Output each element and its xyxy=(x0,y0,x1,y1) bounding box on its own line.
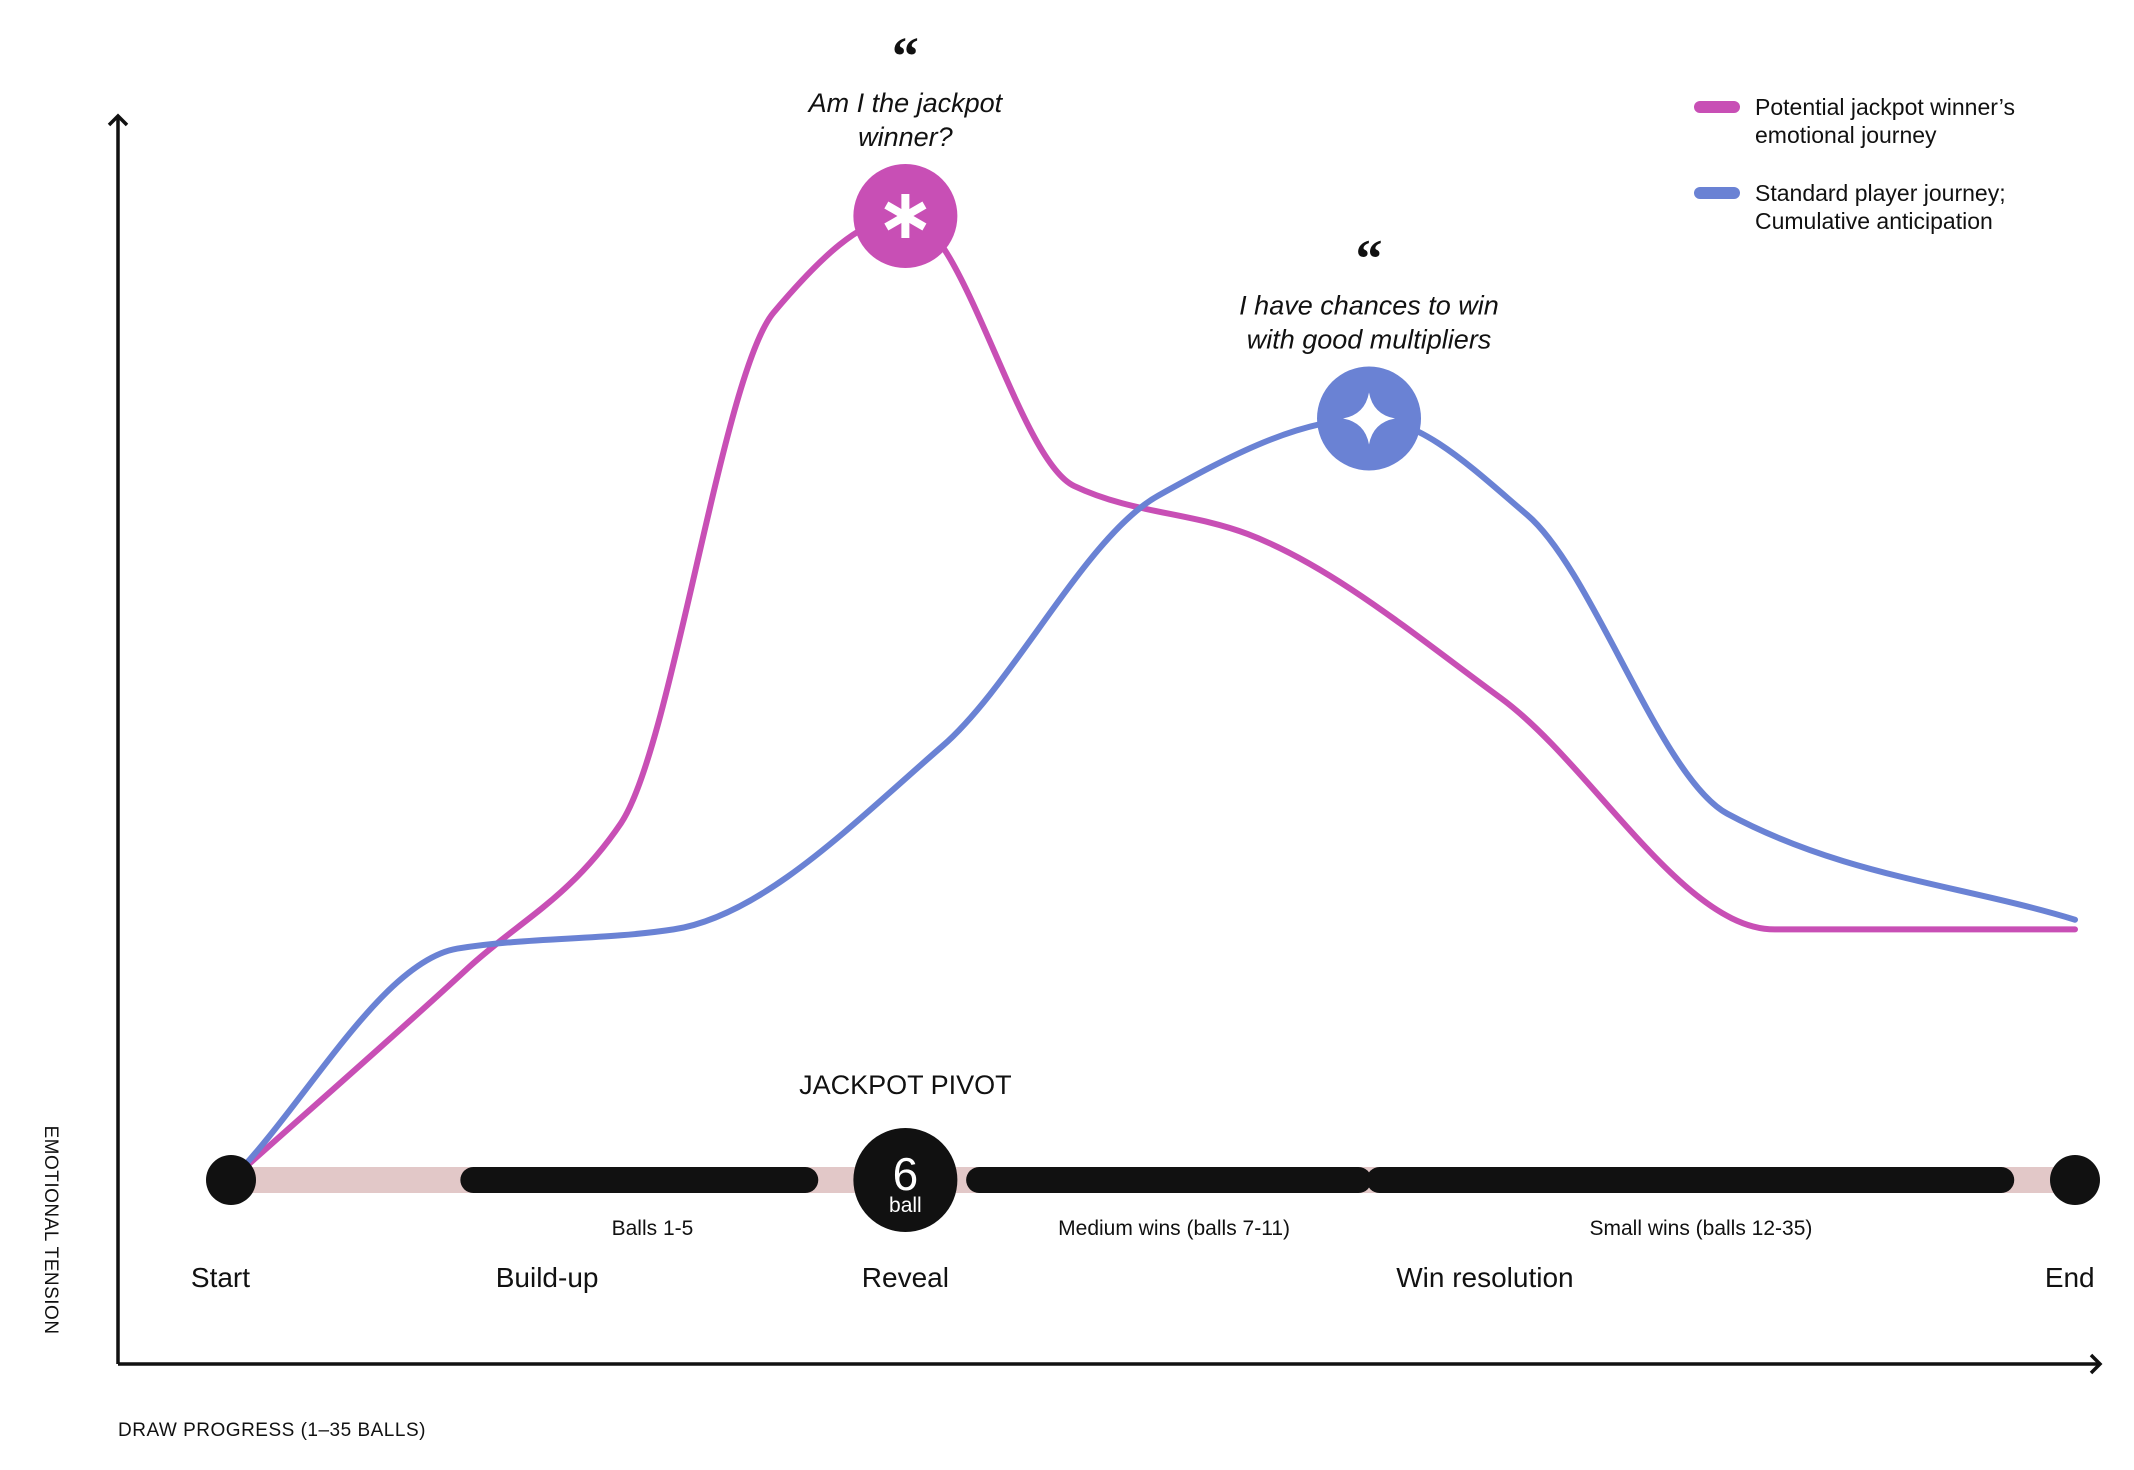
legend-label: emotional journey xyxy=(1755,122,1937,148)
peak-quote-line: Am I the jackpot xyxy=(807,88,1004,118)
peak-quote-line: winner? xyxy=(858,122,953,152)
timeline-start-dot xyxy=(206,1155,256,1205)
series-line-2 xyxy=(228,415,2078,1183)
timeline-segment-label: Small wins (balls 12-35) xyxy=(1589,1217,1812,1240)
pivot-ball-number: 6 xyxy=(893,1148,919,1200)
peak-quote-line: I have chances to win xyxy=(1239,290,1499,320)
series-line-1 xyxy=(228,213,2078,1183)
stage-label: Win resolution xyxy=(1396,1262,1573,1293)
legend-label: Standard player journey; xyxy=(1755,180,2006,206)
pivot-title: JACKPOT PIVOT xyxy=(799,1070,1012,1100)
sparkle-icon xyxy=(1343,392,1396,445)
stage-label: Build-up xyxy=(496,1262,599,1293)
legend-label: Cumulative anticipation xyxy=(1755,208,1993,234)
timeline: Balls 1-5 Medium wins (balls 7-11) Small w… xyxy=(191,1167,2095,1293)
pivot-ball xyxy=(853,1128,958,1232)
series-layer xyxy=(228,213,2078,1183)
x-axis-title: DRAW PROGRESS (1–35 BALLS) xyxy=(118,1420,426,1441)
legend-label: Potential jackpot winner’s xyxy=(1755,94,2015,120)
timeline-segment-label: Balls 1-5 xyxy=(612,1217,694,1240)
stage-label: Start xyxy=(191,1262,250,1293)
y-axis-title: EMOTIONAL TENSION xyxy=(40,1125,61,1334)
timeline-end-dot xyxy=(2050,1155,2100,1205)
stage-label: End xyxy=(2045,1262,2095,1293)
peak-quote-line: with good multipliers xyxy=(1247,324,1492,354)
stage-label: Reveal xyxy=(862,1262,949,1293)
quote-mark-icon: “ xyxy=(892,26,919,86)
quote-mark-icon: “ xyxy=(1356,228,1383,288)
asterisk-icon xyxy=(884,194,927,238)
pivot-ball-word: ball xyxy=(889,1194,922,1217)
timeline-segment-label: Medium wins (balls 7-11) xyxy=(1058,1217,1290,1240)
